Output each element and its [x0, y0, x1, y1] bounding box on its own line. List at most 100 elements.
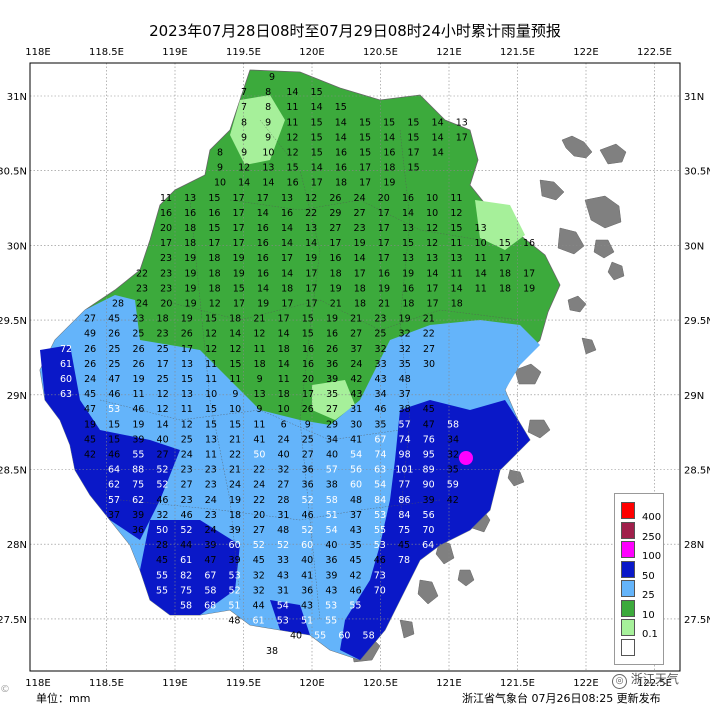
rainfall-value: 76 [423, 434, 435, 445]
rainfall-value: 13 [475, 223, 487, 234]
rainfall-value: 8 [241, 117, 247, 128]
rainfall-value: 40 [290, 631, 302, 642]
rainfall-value: 39 [326, 374, 338, 385]
legend: 400 250 100 50 25 10 0.1 [614, 493, 664, 665]
rainfall-value: 7 [241, 87, 247, 98]
rainfall-value: 46 [374, 404, 386, 415]
rainfall-value: 32 [447, 450, 459, 461]
rainfall-value: 9 [256, 404, 262, 415]
rainfall-value: 38 [266, 646, 278, 657]
rainfall-value: 14 [281, 268, 293, 279]
rainfall-value: 15 [233, 283, 245, 294]
rainfall-value: 58 [180, 601, 192, 612]
rainfall-value: 55 [156, 570, 168, 581]
rainfall-value: 39 [229, 555, 241, 566]
rainfall-value: 95 [423, 450, 435, 461]
rainfall-value: 17 [233, 223, 245, 234]
rainfall-value: 7 [241, 102, 247, 113]
rainfall-value: 13 [254, 389, 266, 400]
lat-label-left: 29.5N [0, 316, 27, 327]
rainfall-value: 55 [314, 631, 326, 642]
rainfall-value: 48 [399, 374, 411, 385]
rainfall-value: 57 [108, 495, 120, 506]
rainfall-value: 14 [335, 132, 347, 143]
rainfall-value: 19 [84, 419, 96, 430]
rainfall-value: 14 [305, 238, 317, 249]
rainfall-value: 16 [287, 178, 299, 189]
rainfall-value: 27 [354, 208, 366, 219]
rainfall-value: 14 [229, 329, 241, 340]
rainfall-value: 46 [374, 555, 386, 566]
rainfall-value: 17 [157, 359, 169, 370]
rainfall-value: 33 [277, 555, 289, 566]
rainfall-value: 52 [156, 465, 168, 476]
rainfall-value: 22 [253, 495, 265, 506]
rainfall-value: 9 [241, 148, 247, 159]
rainfall-value: 46 [108, 389, 120, 400]
rainfall-value: 38 [399, 404, 411, 415]
watermark-left: © [0, 684, 10, 695]
rainfall-value: 18 [335, 178, 347, 189]
rainfall-value: 15 [205, 419, 217, 430]
rainfall-value: 53 [374, 540, 386, 551]
rainfall-value: 9 [265, 132, 271, 143]
lat-label-left: 29N [7, 391, 27, 402]
rainfall-value: 16 [257, 223, 269, 234]
rainfall-value: 32 [375, 344, 387, 355]
rainfall-value: 17 [281, 253, 293, 264]
rainfall-value: 26 [133, 344, 145, 355]
rainfall-value: 40 [325, 540, 337, 551]
rainfall-value: 23 [136, 283, 148, 294]
rainfall-value: 62 [108, 480, 120, 491]
rainfall-value: 13 [402, 253, 414, 264]
rainfall-value: 18 [157, 314, 169, 325]
rainfall-value: 22 [253, 465, 265, 476]
rainfall-value: 19 [233, 268, 245, 279]
rainfall-value: 74 [399, 434, 411, 445]
rainfall-value: 27 [350, 329, 362, 340]
lon-label-top: 119E [162, 47, 187, 58]
rainfall-value: 17 [208, 238, 220, 249]
rainfall-value: 13 [402, 223, 414, 234]
rainfall-value: 9 [257, 374, 263, 385]
rainfall-value: 13 [456, 117, 468, 128]
rainfall-value: 39 [325, 570, 337, 581]
rainfall-value: 55 [156, 585, 168, 596]
rainfall-value: 12 [286, 132, 298, 143]
rainfall-value: 18 [254, 359, 266, 370]
rainfall-value: 18 [278, 389, 290, 400]
rainfall-value: 17 [456, 132, 468, 143]
rainfall-value: 14 [157, 419, 169, 430]
rainfall-value: 57 [326, 465, 338, 476]
rainfall-value: 17 [305, 283, 317, 294]
province-rainfall-fill [39, 69, 561, 661]
rainfall-value: 11 [160, 193, 172, 204]
rainfall-values: 97 8 14 157 8 11 14 158 9 11 15 14 15 15 15 14 139 9 12 15 1… [60, 72, 535, 657]
rainfall-value: 88 [132, 465, 144, 476]
rainfall-value: 10 [205, 389, 217, 400]
rainfall-value: 24 [136, 299, 148, 310]
rainfall-value: 19 [132, 419, 144, 430]
rainfall-value: 29 [326, 419, 338, 430]
rainfall-value: 19 [257, 299, 269, 310]
rainfall-value: 16 [326, 329, 338, 340]
rainfall-value: 17 [359, 178, 371, 189]
rainfall-value: 24 [350, 359, 362, 370]
rainfall-value: 15 [359, 132, 371, 143]
rainfall-value: 44 [253, 601, 265, 612]
rainfall-value: 13 [205, 434, 217, 445]
rainfall-value: 19 [181, 314, 193, 325]
rainfall-value: 67 [204, 570, 216, 581]
rainfall-value: 21 [350, 314, 362, 325]
lat-label-right: 29.5N [684, 316, 710, 327]
rainfall-value: 18 [209, 283, 221, 294]
rainfall-value: 15 [359, 148, 371, 159]
rainfall-value: 19 [185, 299, 197, 310]
rainfall-value: 17 [359, 163, 371, 174]
rainfall-value: 14 [262, 178, 274, 189]
rainfall-value: 52 [302, 495, 314, 506]
rainfall-value: 27 [329, 223, 341, 234]
rainfall-value: 90 [423, 480, 435, 491]
rainfall-value: 22 [305, 208, 317, 219]
rainfall-value: 56 [423, 510, 435, 521]
